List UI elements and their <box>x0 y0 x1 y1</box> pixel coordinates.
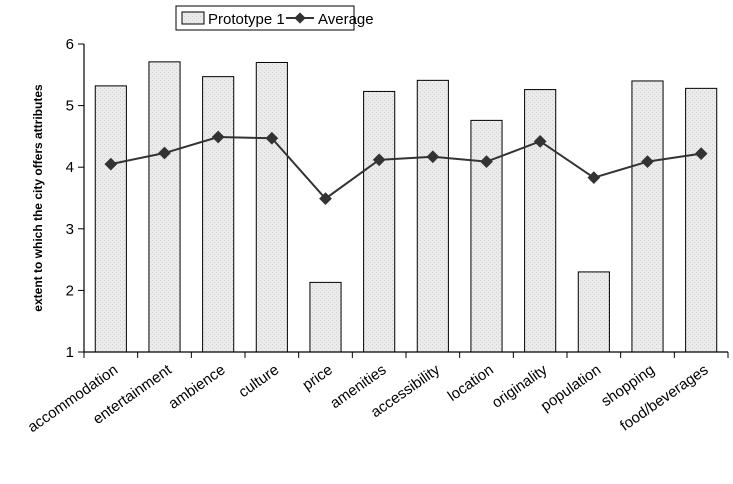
bar-1 <box>148 61 181 353</box>
bar-9 <box>577 271 610 353</box>
average-point-2 <box>211 130 225 144</box>
average-point-7 <box>480 155 493 169</box>
average-point-1 <box>158 146 171 160</box>
plot-area: 123456accommodationentertainmentambience… <box>25 36 729 436</box>
legend-swatch-bar <box>181 11 205 25</box>
x-tick-label-3: culture <box>235 361 282 401</box>
bar-10 <box>631 80 664 353</box>
average-point-0 <box>104 157 118 171</box>
average-point-5 <box>372 153 386 167</box>
bar-8 <box>524 89 557 353</box>
y-tick-label-1: 2 <box>66 282 74 299</box>
y-axis-title: extent to which the city offers attribut… <box>31 84 45 312</box>
bar-4 <box>309 281 342 353</box>
x-tick-label-0: accommodation <box>25 361 121 436</box>
y-tick-label-5: 6 <box>66 36 74 53</box>
bar-7 <box>470 119 503 353</box>
x-tick-label-2: ambience <box>165 361 228 412</box>
bar-2 <box>202 76 235 353</box>
bar-0 <box>94 85 127 353</box>
bar-5 <box>363 90 396 353</box>
x-tick-label-4: price <box>299 361 335 394</box>
legend: Prototype 1 Average <box>175 5 374 31</box>
average-point-9 <box>587 171 601 185</box>
y-tick-label-4: 5 <box>66 98 74 115</box>
x-tick-label-9: population <box>538 361 604 415</box>
bar-11 <box>685 87 718 353</box>
bar-6 <box>416 79 449 353</box>
y-tick-label-3: 4 <box>66 159 74 176</box>
legend-label-line: Average <box>318 11 374 28</box>
y-tick-label-0: 1 <box>66 344 74 361</box>
average-point-6 <box>426 150 440 164</box>
bar-3 <box>255 61 288 353</box>
y-tick-label-2: 3 <box>66 221 74 238</box>
average-line <box>110 136 702 200</box>
average-point-4 <box>319 192 332 205</box>
average-point-3 <box>265 131 279 145</box>
legend-label-bar: Prototype 1 <box>208 11 285 28</box>
legend-box <box>175 5 355 31</box>
